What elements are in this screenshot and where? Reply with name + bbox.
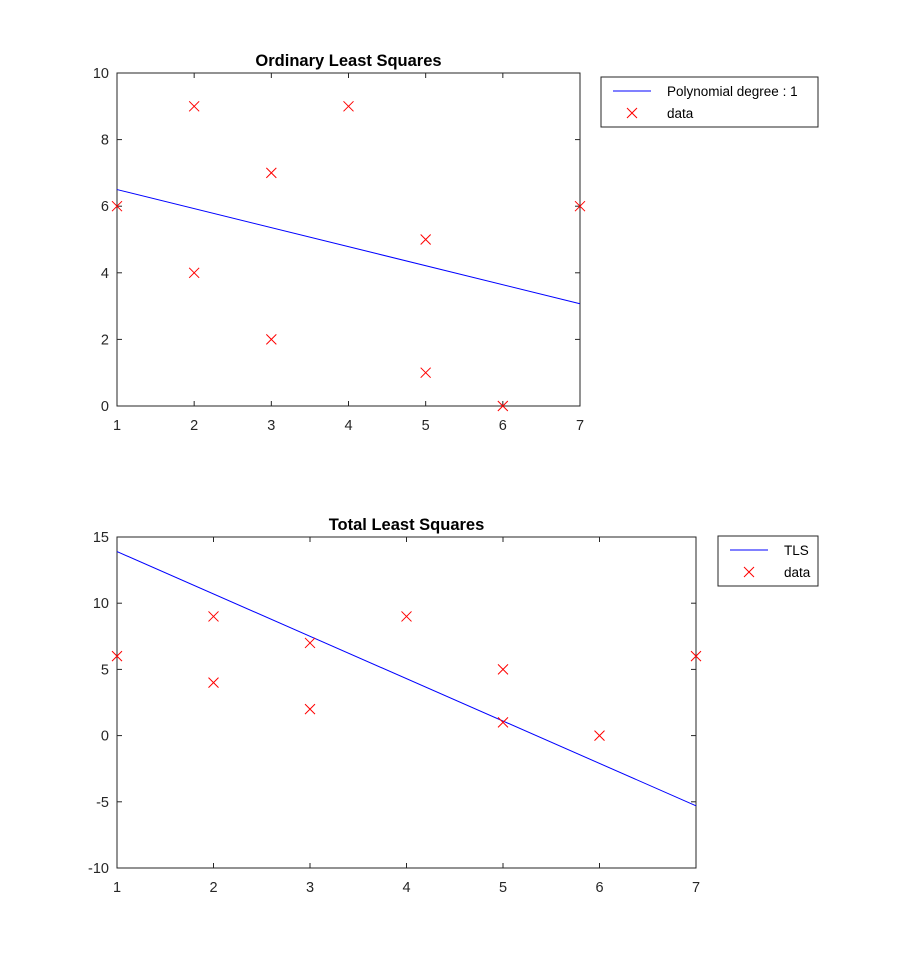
- data-point: [497, 717, 509, 728]
- data-point: [111, 200, 123, 212]
- legend-label: TLS: [784, 543, 809, 558]
- x-tick-label: 6: [499, 418, 507, 434]
- x-tick-label: 3: [267, 418, 275, 434]
- subplot-2: Total Least Squares 1 2 3 4 5 6 7 -10 -5 0 5 10 15 TLS…: [88, 516, 819, 896]
- y-tick-label: 2: [101, 332, 109, 348]
- y-tick-label: 6: [101, 199, 109, 215]
- y-tick-label: -5: [96, 795, 109, 811]
- data-point: [420, 234, 432, 245]
- legend-label: data: [667, 106, 694, 121]
- data-point: [574, 200, 586, 212]
- legend-box: [717, 535, 819, 587]
- data-point: [343, 100, 354, 112]
- x-tick-label: 1: [113, 418, 121, 434]
- data-point: [304, 637, 316, 649]
- y-tick-label: 10: [93, 66, 109, 82]
- data-point: [111, 650, 123, 662]
- x-tick-label: 2: [190, 418, 198, 434]
- data-point: [690, 650, 702, 662]
- fit-line: [116, 189, 581, 305]
- x-tick-label: 1: [113, 880, 121, 896]
- x-tick-label: 7: [692, 880, 700, 896]
- data-point: [401, 611, 412, 622]
- data-point: [265, 167, 277, 179]
- x-tick-label: 3: [306, 880, 314, 896]
- chart-title: Ordinary Least Squares: [255, 52, 441, 70]
- data-point: [208, 677, 219, 688]
- y-tick-label: 4: [101, 266, 109, 282]
- axes-box: [116, 72, 581, 407]
- y-tick-label: 5: [101, 662, 109, 678]
- legend-box: [600, 76, 819, 128]
- x-tick-label: 7: [576, 418, 584, 434]
- data-point: [265, 334, 277, 345]
- data-point: [208, 611, 219, 622]
- x-tick-label: 5: [499, 880, 507, 896]
- y-tick-label: 10: [93, 596, 109, 612]
- x-tick-label: 5: [422, 418, 430, 434]
- y-tick-label: -10: [88, 861, 109, 877]
- data-point: [497, 400, 509, 412]
- axes-box: [116, 536, 697, 869]
- data-point: [188, 100, 200, 112]
- fit-line: [116, 551, 697, 807]
- legend: TLS data: [717, 535, 819, 587]
- data-point: [420, 367, 432, 379]
- y-tick-label: 8: [101, 133, 109, 149]
- x-tick-label: 4: [402, 880, 410, 896]
- legend-label: Polynomial degree : 1: [667, 84, 798, 99]
- legend-label: data: [784, 565, 811, 580]
- data-point: [497, 664, 509, 675]
- data-point: [304, 703, 316, 715]
- y-tick-label: 0: [101, 729, 109, 745]
- data-point: [188, 267, 200, 279]
- chart-title: Total Least Squares: [329, 516, 485, 534]
- x-tick-label: 2: [209, 880, 217, 896]
- legend-marker-swatch: [743, 566, 755, 578]
- x-tick-label: 6: [595, 880, 603, 896]
- y-tick-label: 15: [93, 530, 109, 546]
- y-tick-label: 0: [101, 399, 109, 415]
- legend-marker-swatch: [626, 107, 638, 119]
- legend: Polynomial degree : 1 data: [600, 76, 819, 128]
- data-point: [594, 730, 605, 741]
- subplot-1: Ordinary Least Squares 1 2 3 4 5 6 7 0 2 4 6 8 10 Poly…: [93, 52, 819, 434]
- x-tick-label: 4: [344, 418, 352, 434]
